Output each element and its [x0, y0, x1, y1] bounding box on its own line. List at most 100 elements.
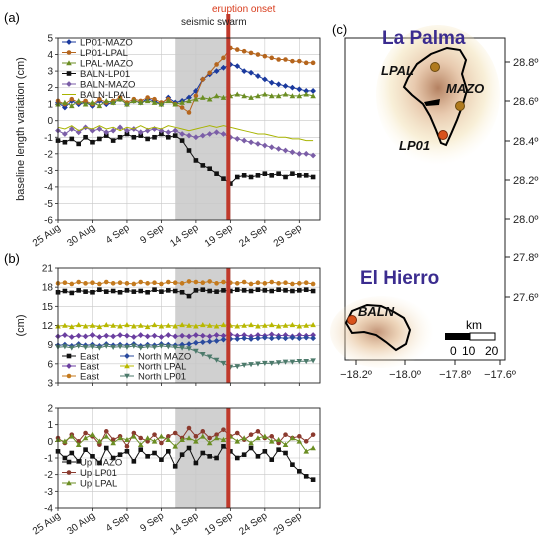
data-point [192, 88, 199, 94]
y-tick-label: -6 [44, 216, 53, 227]
data-point [248, 288, 254, 294]
data-point [110, 322, 116, 328]
data-point [179, 138, 185, 143]
data-point [262, 433, 268, 439]
data-point [144, 127, 151, 134]
data-point [310, 281, 316, 287]
data-point [261, 142, 268, 149]
y-tick-label: 18 [42, 283, 54, 294]
data-point [186, 425, 192, 431]
data-point [303, 448, 310, 454]
data-point [145, 136, 150, 142]
data-point [152, 432, 157, 437]
data-point [234, 63, 241, 70]
station-mazo-label: MAZO [446, 81, 484, 96]
y-tick-label: 6 [47, 359, 53, 370]
data-point [103, 98, 110, 104]
data-point [110, 437, 116, 442]
data-point [144, 435, 151, 441]
x-tick-label: 30 Aug [65, 222, 97, 249]
data-point [268, 331, 275, 338]
data-point [262, 288, 268, 293]
data-point [269, 288, 275, 294]
data-point [248, 69, 254, 76]
eruption-onset-line [226, 268, 231, 383]
data-point [297, 173, 302, 178]
data-point [221, 288, 226, 293]
data-point [131, 281, 137, 287]
data-point [152, 96, 157, 102]
data-point [110, 344, 116, 351]
data-point [103, 322, 110, 328]
data-point [117, 289, 123, 295]
data-point [76, 459, 81, 464]
y-tick-label: 1 [47, 420, 53, 431]
data-point [186, 322, 192, 328]
scalebar-black [445, 333, 470, 340]
legend-marker [66, 71, 72, 76]
data-point [220, 360, 227, 366]
data-point [83, 98, 88, 104]
data-point [89, 99, 96, 105]
x-tick-label: 30 Aug [65, 510, 97, 537]
data-point [241, 288, 247, 293]
y-tick-label: 3 [47, 67, 53, 78]
data-point [255, 173, 261, 178]
data-point [234, 91, 241, 97]
data-point [220, 322, 227, 328]
data-point [275, 81, 282, 88]
eruption-onset-label: eruption onset [212, 4, 276, 15]
data-point [207, 435, 212, 441]
y-tick-label: -4 [44, 504, 53, 515]
data-point [234, 323, 241, 329]
data-point [179, 289, 185, 295]
data-point [234, 47, 240, 52]
data-point [206, 322, 213, 328]
data-point [166, 279, 171, 285]
data-point [310, 332, 317, 338]
data-point [186, 435, 192, 441]
data-point [117, 332, 123, 338]
legend-label: BALN-MAZO [80, 80, 135, 91]
data-point [296, 358, 303, 365]
data-point [62, 139, 68, 145]
data-point [68, 345, 75, 351]
data-point [96, 103, 103, 109]
data-point [110, 288, 116, 294]
data-point [151, 332, 158, 339]
data-point [220, 94, 227, 100]
x-tick-label: 29 Sep [272, 510, 305, 537]
data-point [234, 430, 240, 436]
data-point [103, 429, 109, 434]
data-point [186, 98, 192, 104]
data-point [199, 339, 206, 346]
data-point [82, 323, 89, 329]
data-point [296, 93, 303, 99]
map-axis-ticks: 28.8º 28.6º 28.4º 28.2º 28.0º 27.8º 27.6º −18.2… [340, 57, 538, 381]
legend-label: Up LP01 [80, 468, 117, 479]
data-point [138, 447, 144, 452]
data-point [172, 288, 178, 294]
data-point [117, 323, 123, 329]
data-point [296, 335, 303, 342]
y-tick-label: 0 [47, 116, 53, 127]
y-tick-label: 2 [47, 83, 53, 94]
data-point [206, 333, 213, 340]
data-point [165, 98, 172, 104]
data-point [165, 332, 172, 338]
data-point [289, 93, 296, 99]
data-point [179, 436, 185, 442]
data-point [214, 62, 219, 67]
data-point [282, 335, 289, 342]
data-point [69, 96, 75, 102]
data-point [172, 430, 178, 436]
data-point [193, 348, 199, 354]
data-point [61, 104, 68, 111]
data-point [290, 288, 295, 294]
data-point [68, 323, 75, 330]
data-point [297, 434, 302, 439]
data-point [138, 279, 144, 285]
map-y-tick-label: 28.6º [513, 96, 538, 108]
